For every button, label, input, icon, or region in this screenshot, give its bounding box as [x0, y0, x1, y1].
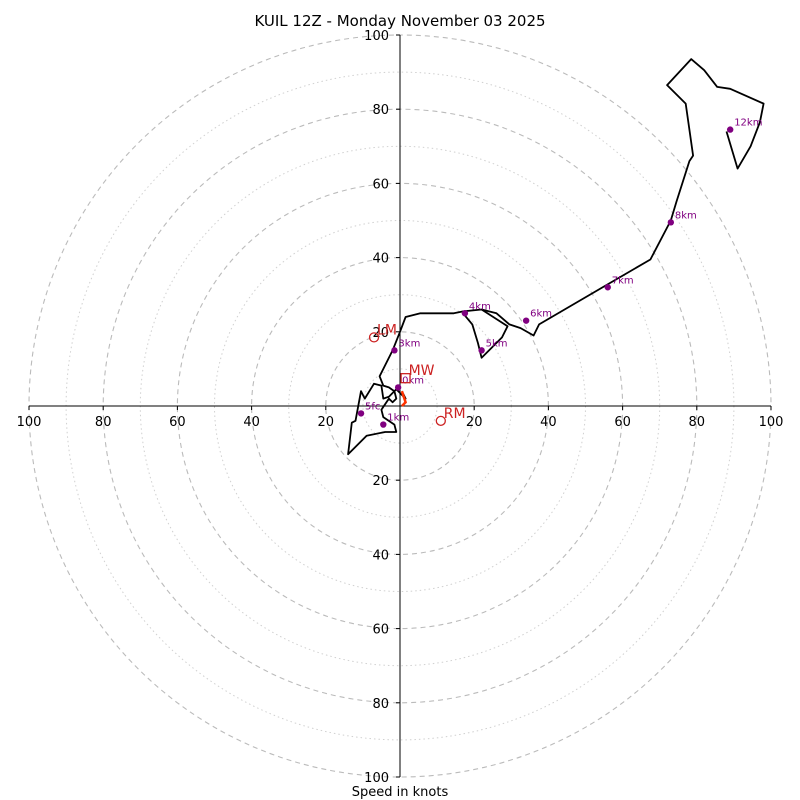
storm-motion-circle: [368, 332, 380, 343]
y-tick-label: 20: [372, 474, 389, 489]
x-tick-label: 40: [243, 415, 260, 430]
height-dot: [357, 410, 365, 417]
height-marker: 4km: [461, 301, 491, 317]
height-label: 6km: [530, 309, 552, 320]
hodograph-trace: [347, 58, 765, 456]
height-label: 5fc: [365, 401, 380, 412]
storm-motion-square: [400, 373, 411, 384]
y-tick-label: 40: [372, 548, 389, 563]
storm-motion-circle: [435, 415, 446, 426]
height-marker: 5fc: [357, 401, 380, 417]
height-label: 1km: [387, 413, 409, 424]
height-label: 12km: [734, 118, 762, 129]
y-tick-label: 20: [372, 326, 389, 341]
x-axis-label: Speed in knots: [352, 785, 449, 800]
height-dot: [522, 317, 530, 324]
y-tick-label: 60: [372, 177, 389, 192]
storm-motion-rm: RM: [435, 406, 466, 426]
x-tick-label: 20: [318, 415, 335, 430]
x-tick-label: 100: [17, 415, 42, 430]
height-label: 7km: [612, 275, 634, 286]
height-marker: 1km: [380, 413, 409, 428]
height-marker: 12km: [726, 118, 762, 133]
height-dot: [478, 347, 485, 354]
storm-motion-label: RM: [444, 406, 466, 422]
storm-motion-label: MW: [409, 363, 435, 379]
tick-labels: 100 80 60 40 20 20 40 60 80 100 100 80 60 40 20 20 40 60 8…: [17, 29, 784, 786]
storm-motion-label: LM: [377, 322, 397, 338]
x-tick-label: 80: [689, 415, 706, 430]
hodograph-line-loop: [462, 308, 509, 359]
height-dot: [726, 126, 734, 133]
height-dot: [461, 310, 469, 317]
height-markers: 1km 5fc 0km 3km 4km 5km 6km 7km 8km 12km: [357, 118, 762, 428]
storm-motion-lm: LM: [368, 322, 397, 343]
height-dot: [394, 384, 402, 391]
height-marker: 8km: [667, 210, 697, 226]
y-tick-label: 40: [372, 252, 389, 267]
height-dot: [667, 219, 675, 226]
y-tick-label: 80: [372, 697, 389, 712]
hodograph-line: [347, 58, 765, 456]
height-dot: [604, 284, 611, 291]
chart-title: KUIL 12Z - Monday November 03 2025: [254, 12, 545, 30]
height-label: 5km: [486, 338, 508, 349]
height-dot: [380, 421, 387, 428]
y-tick-label: 100: [364, 29, 389, 44]
axes: [29, 35, 771, 777]
x-tick-label: 20: [466, 415, 483, 430]
height-marker: 7km: [604, 275, 634, 291]
x-tick-label: 60: [169, 415, 186, 430]
x-tick-label: 40: [540, 415, 557, 430]
height-label: 4km: [469, 301, 491, 312]
x-tick-label: 100: [759, 415, 784, 430]
height-label: 8km: [675, 210, 697, 221]
height-marker: 0km: [394, 375, 424, 391]
y-tick-label: 80: [372, 103, 389, 118]
y-tick-label: 60: [372, 623, 389, 638]
x-tick-label: 80: [95, 415, 112, 430]
x-tick-label: 60: [614, 415, 631, 430]
y-tick-label: 100: [364, 771, 389, 786]
storm-motion-mw: MW: [400, 363, 435, 384]
height-dot: [391, 347, 398, 354]
height-label: 3km: [398, 338, 420, 349]
storm-motion-markers: LM RM MW: [368, 322, 466, 426]
height-marker: 6km: [522, 309, 552, 324]
height-marker: 3km: [391, 338, 420, 354]
height-marker: 5km: [478, 338, 508, 354]
height-label: 0km: [402, 375, 424, 386]
lowest-layer-segment: [400, 390, 408, 407]
